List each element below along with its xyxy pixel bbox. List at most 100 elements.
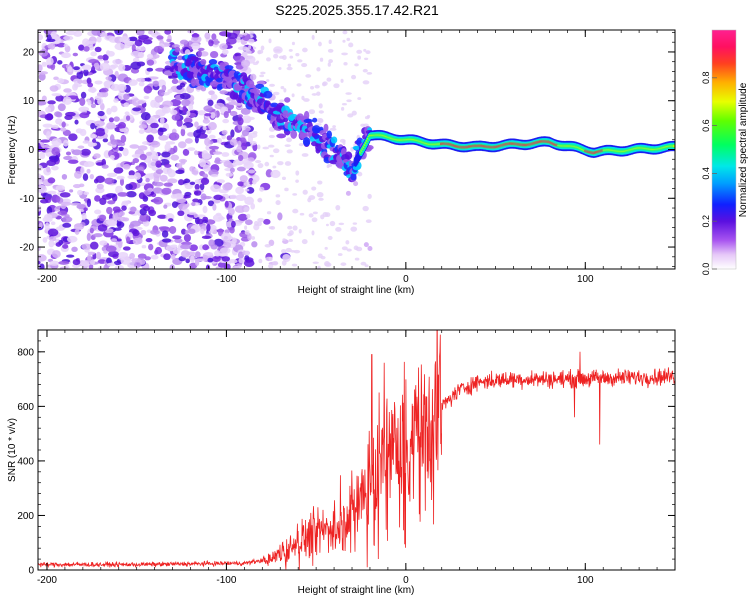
spectrogram-noise-cell bbox=[126, 191, 137, 198]
spectrogram-noise-cell bbox=[324, 262, 332, 267]
spectrogram-noise-cell bbox=[229, 194, 238, 200]
spectrogram-noise-cell bbox=[120, 99, 127, 104]
spectrogram-noise-cell bbox=[189, 181, 196, 185]
spectrogram-noise-cell bbox=[82, 42, 94, 48]
spectrogram-noise-cell bbox=[247, 116, 255, 121]
spectrogram-noise-cell bbox=[94, 46, 102, 53]
spectrogram-noise-cell bbox=[104, 228, 114, 234]
spectrogram-noise-cell bbox=[120, 134, 127, 143]
spectrogram-noise-cell bbox=[117, 192, 128, 197]
spectrogram-noise-cell bbox=[297, 59, 303, 63]
snr-y-tick-label: 200 bbox=[17, 511, 34, 522]
spectrogram-signal-cell bbox=[326, 130, 332, 139]
spectrogram-noise-cell bbox=[144, 256, 151, 261]
spectrogram-noise-cell bbox=[185, 258, 190, 264]
spectrogram-noise-cell bbox=[155, 169, 164, 175]
spectrogram-noise-cell bbox=[188, 103, 194, 111]
spectrogram-noise-cell bbox=[208, 90, 215, 96]
spectrogram-noise-cell bbox=[110, 83, 121, 91]
spectrogram-noise-cell bbox=[234, 102, 243, 106]
spectrogram-noise-cell bbox=[188, 112, 197, 118]
spectrogram-noise-cell bbox=[93, 153, 101, 159]
spectrogram-noise-cell bbox=[200, 228, 205, 235]
spectrogram-noise-cell bbox=[229, 226, 235, 234]
spectrogram-noise-cell bbox=[248, 45, 252, 50]
spectrogram-noise-cell bbox=[106, 262, 116, 267]
spectrogram-noise-cell bbox=[140, 229, 147, 236]
spectrogram-noise-cell bbox=[281, 176, 286, 181]
spectrogram-noise-cell bbox=[191, 33, 200, 38]
spectrogram-noise-cell bbox=[139, 153, 147, 161]
spectrogram-noise-cell bbox=[157, 214, 168, 219]
spectrogram-noise-cell bbox=[212, 151, 223, 155]
spectrogram-noise-cell bbox=[211, 33, 217, 41]
spectrogram-noise-cell bbox=[128, 170, 135, 177]
spectrogram-noise-cell bbox=[110, 64, 119, 69]
spectrogram-noise-cell bbox=[82, 140, 90, 144]
spectrogram-noise-cell bbox=[183, 233, 192, 242]
spectrogram-noise-cell bbox=[177, 141, 187, 149]
spectrogram-noise-cell bbox=[63, 155, 73, 161]
spectrogram-noise-cell bbox=[327, 62, 331, 67]
spectrogram-noise-cell bbox=[237, 140, 242, 148]
spectrogram-noise-cell bbox=[286, 149, 293, 154]
spectrogram-noise-cell bbox=[316, 91, 321, 96]
spectrogram-x-axis-label: Height of straight line (km) bbox=[298, 285, 415, 296]
spectrogram-y-tick-label: 0 bbox=[28, 145, 34, 156]
spectrogram-noise-cell bbox=[125, 183, 133, 191]
spectrogram-noise-cell bbox=[298, 143, 304, 147]
spectrogram-noise-cell bbox=[51, 138, 62, 147]
spectrogram-noise-cell bbox=[284, 187, 289, 192]
spectrogram-noise-cell bbox=[161, 187, 172, 195]
spectrogram-noise-cell bbox=[135, 46, 146, 52]
spectrogram-noise-cell bbox=[38, 254, 47, 262]
spectrogram-noise-cell bbox=[146, 53, 154, 59]
spectrogram-noise-cell bbox=[190, 255, 195, 264]
spectrogram-noise-cell bbox=[122, 246, 131, 251]
spectrogram-noise-cell bbox=[285, 247, 292, 253]
spectrogram-noise-cell bbox=[244, 188, 250, 192]
spectrogram-noise-cell bbox=[79, 112, 90, 119]
spectrogram-noise-cell bbox=[86, 198, 91, 208]
spectrogram-noise-cell bbox=[201, 152, 211, 160]
spectrogram-noise-cell bbox=[122, 147, 129, 157]
spectrogram-noise-cell bbox=[46, 159, 57, 167]
spectrogram-noise-cell bbox=[184, 191, 192, 197]
spectrogram-noise-cell bbox=[38, 246, 41, 251]
spectrogram-noise-cell bbox=[197, 49, 202, 58]
spectrogram-noise-cell bbox=[218, 216, 225, 221]
spectrogram-noise-cell bbox=[189, 166, 195, 172]
spectrogram-noise-cell bbox=[177, 80, 182, 84]
spectrogram-noise-cell bbox=[320, 214, 325, 220]
spectrogram-noise-cell bbox=[121, 205, 127, 211]
spectrogram-noise-cell bbox=[237, 181, 245, 187]
snr-axes: -200 -100 0 100 0 200 400 600 800 bbox=[17, 329, 676, 586]
spectrogram-noise-cell bbox=[242, 31, 248, 36]
spectrogram-noise-cell bbox=[301, 153, 309, 157]
spectrogram-noise-cell bbox=[318, 110, 324, 114]
spectrogram-noise-cell bbox=[277, 212, 283, 221]
spectrogram-noise-cell bbox=[357, 171, 363, 177]
snr-x-axis-label: Height of straight line (km) bbox=[298, 585, 415, 596]
spectrogram-noise-cell bbox=[257, 162, 264, 169]
snr-y-tick-label: 0 bbox=[28, 566, 34, 577]
spectrogram-noise-cell bbox=[167, 88, 173, 94]
spectrogram-noise-cell bbox=[153, 181, 164, 187]
spectrogram-noise-cell bbox=[150, 140, 161, 148]
spectrogram-noise-cell bbox=[179, 82, 186, 88]
spectrogram-noise-cell bbox=[89, 142, 98, 147]
spectrogram-noise-cell bbox=[308, 195, 316, 200]
spectrogram-noise-cell bbox=[223, 263, 231, 269]
spectrogram-noise-cell bbox=[180, 159, 186, 165]
spectrogram-noise-cell bbox=[273, 53, 279, 59]
spectrogram-noise-cell bbox=[38, 101, 47, 106]
spectrogram-noise-cell bbox=[61, 52, 71, 59]
spectrogram-y-axis-label: Frequency (Hz) bbox=[7, 116, 18, 185]
spectrogram-noise-cell bbox=[311, 230, 315, 236]
spectrogram-noise-cell bbox=[100, 87, 109, 93]
spectrogram-noise-cell bbox=[235, 194, 247, 201]
spectrogram-noise-cell bbox=[104, 35, 116, 41]
spectrogram-noise-cell bbox=[67, 159, 79, 164]
spectrogram-noise-cell bbox=[113, 260, 122, 266]
spectrogram-noise-cell bbox=[80, 148, 91, 156]
